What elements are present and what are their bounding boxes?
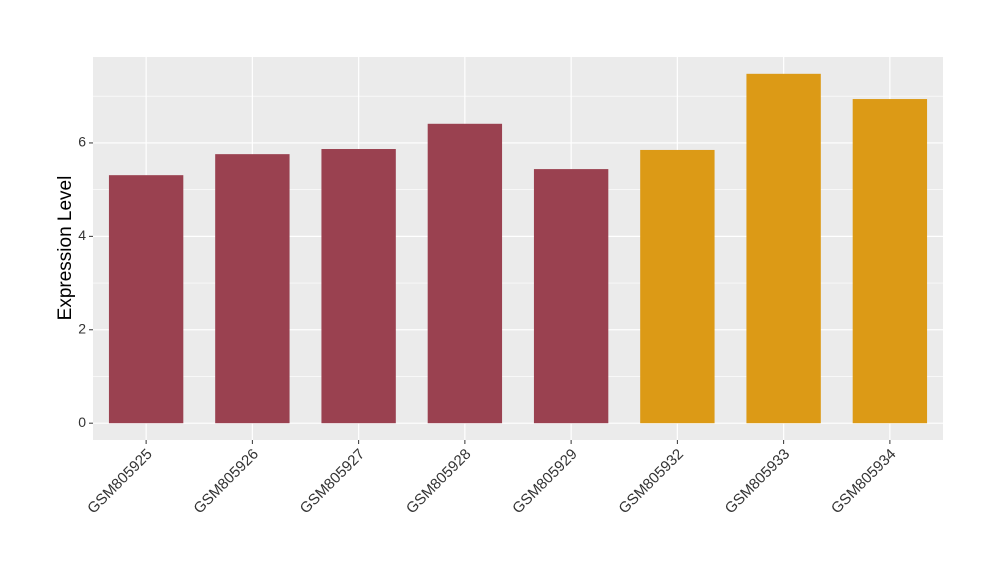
x-tick-label: GSM805929 [509,446,581,518]
y-tick-label: 0 [78,414,86,430]
y-axis-label: Expression Level [55,176,76,321]
y-tick-label: 4 [78,227,86,243]
bar [746,73,821,424]
bar [640,149,715,424]
x-tick-label: GSM805926 [190,446,262,518]
x-tick-label: GSM805932 [615,446,687,518]
bar [215,154,290,424]
bar [321,149,396,424]
y-tick-label: 2 [78,320,86,336]
bar [427,123,503,424]
x-tick-label: GSM805934 [828,446,900,518]
bar [533,169,609,424]
x-tick-label: GSM805933 [722,446,794,518]
x-tick-label: GSM805925 [84,446,156,518]
bar [108,175,184,424]
x-tick-label: GSM805928 [403,446,475,518]
bar [852,99,928,424]
y-tick-label: 6 [78,134,86,150]
x-tick-label: GSM805927 [297,446,369,518]
